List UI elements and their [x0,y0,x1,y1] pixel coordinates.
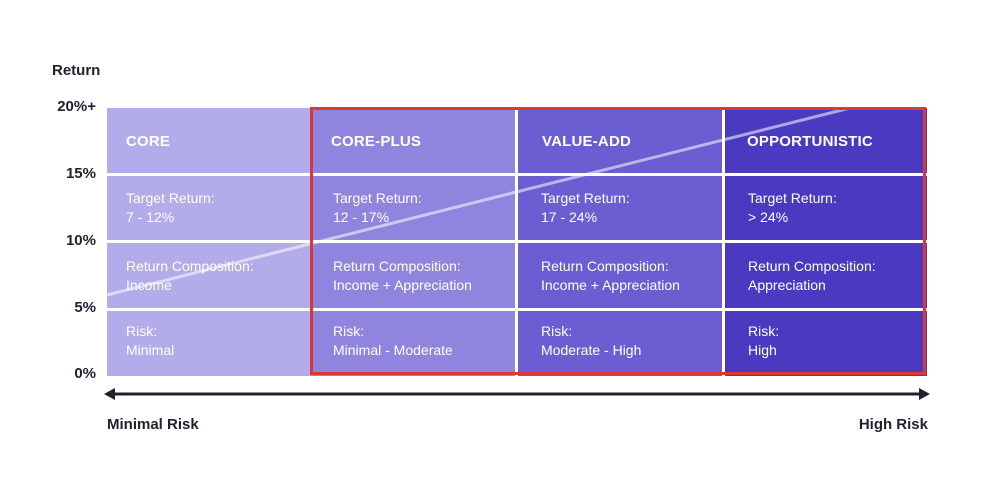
y-tick-20: 20%+ [57,98,96,115]
x-axis-left-label: Minimal Risk [107,416,199,433]
risk-value: High [748,342,777,358]
risk-label: Risk: [748,323,780,339]
y-tick-15: 15% [65,165,96,182]
target-return-value: 7 - 12% [126,209,175,225]
column-core-risk: Risk: Minimal [107,322,311,360]
column-core-composition: Return Composition: Income [107,257,311,295]
column-opportunistic-risk: Risk: High [724,322,927,360]
risk-value: Moderate - High [541,342,642,358]
return-composition-value: Income [126,277,172,293]
column-value-add-risk: Risk: Moderate - High [518,322,724,360]
risk-label: Risk: [541,323,573,339]
y-tick-0: 0% [74,365,96,382]
y-tick-10: 10% [65,232,96,249]
risk-label: Risk: [333,323,365,339]
column-core-target: Target Return: 7 - 12% [107,189,311,227]
x-axis-right-label: High Risk [858,416,928,433]
column-core-title: CORE [126,132,171,150]
column-core-plus-risk: Risk: Minimal - Moderate [311,322,518,360]
y-tick-5: 5% [74,299,96,316]
risk-value: Minimal [126,342,175,358]
target-return-label: Target Return: [126,190,215,206]
arrow-right-icon [919,388,930,400]
risk-axis-arrow [104,388,930,400]
return-composition-label: Return Composition: [126,258,254,274]
risk-label: Risk: [126,323,158,339]
highlight-box [310,107,926,375]
y-axis-title: Return [52,62,101,79]
arrow-left-icon [104,388,115,400]
risk-value: Minimal - Moderate [333,342,453,358]
